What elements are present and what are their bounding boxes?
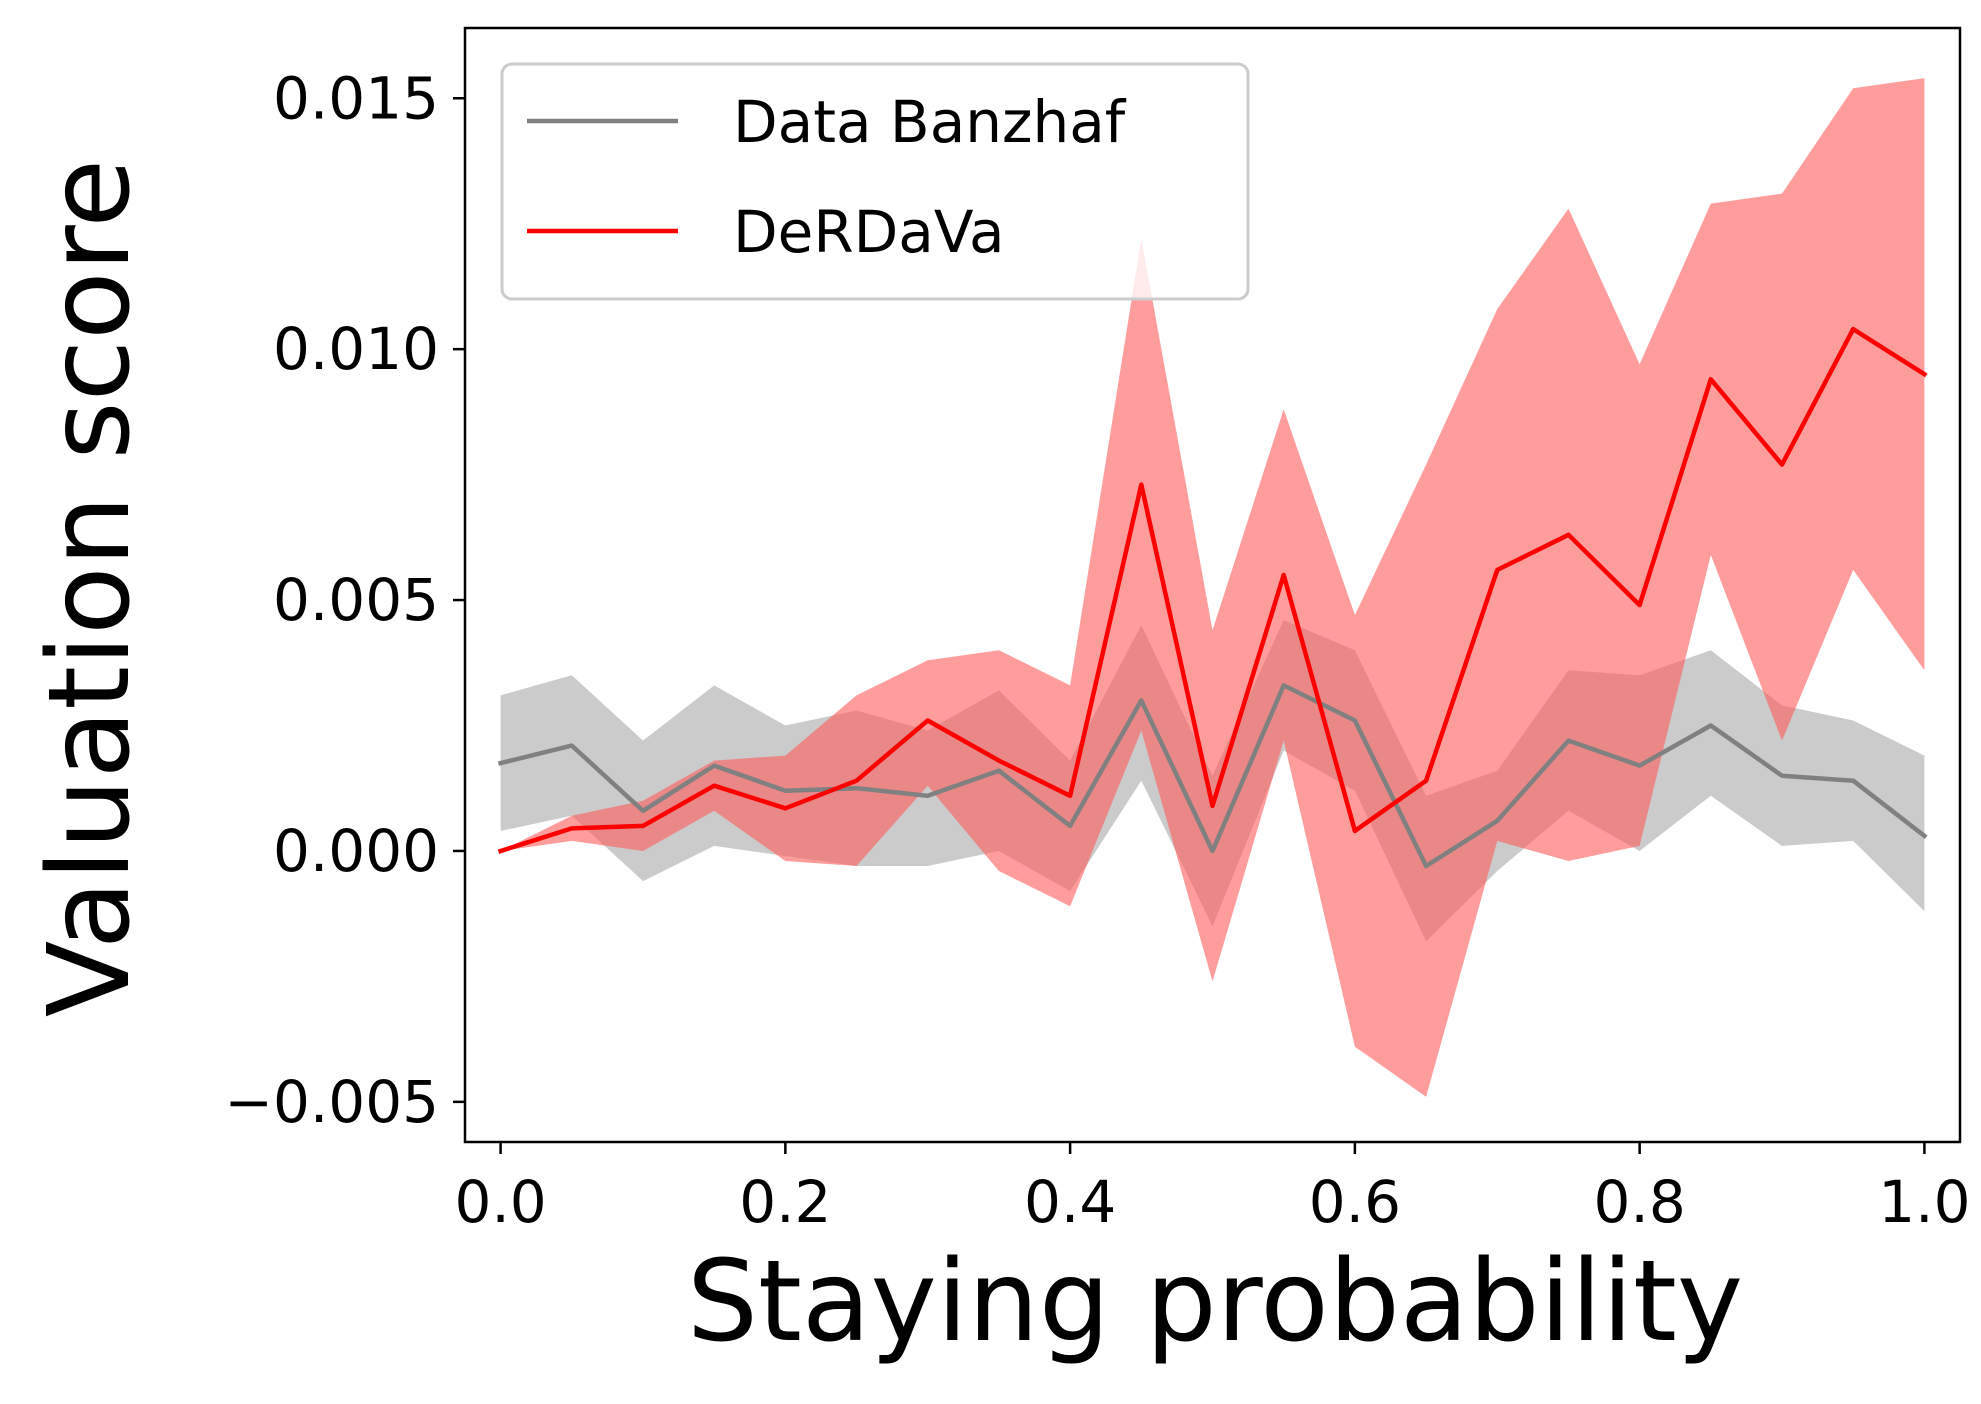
legend-label-1: DeRDaVa <box>733 198 1005 266</box>
x-tick-label: 0.8 <box>1594 1168 1686 1236</box>
series-line-0 <box>497 683 1928 869</box>
confidence-band-1 <box>500 78 1925 1097</box>
series-line-1 <box>497 326 1928 854</box>
legend-label-0: Data Banzhaf <box>733 88 1127 156</box>
y-tick-label: 0.000 <box>273 817 439 885</box>
x-axis-title: Staying probability <box>687 1237 1743 1367</box>
axes-frame <box>463 26 1962 1144</box>
x-tick-label: 0.0 <box>454 1168 546 1236</box>
x-tick-label: 0.4 <box>1024 1168 1116 1236</box>
y-tick-label: 0.010 <box>273 315 439 383</box>
legend-frame <box>500 62 1250 301</box>
axes: 0.0 0.2 0.4 0.6 0.8 1.0 −0.005 0.000 0.005 0.010 0… <box>224 26 1971 1236</box>
plot-area <box>497 78 1928 1097</box>
legend: Data Banzhaf DeRDaVa <box>500 62 1250 301</box>
x-tick-label: 1.0 <box>1878 1168 1970 1236</box>
y-axis-title: Valuation score <box>25 159 155 1017</box>
y-tick-label: 0.005 <box>273 566 439 634</box>
y-tick-label: −0.005 <box>224 1068 439 1136</box>
x-tick-label: 0.2 <box>739 1168 831 1236</box>
x-tick-label: 0.6 <box>1309 1168 1401 1236</box>
y-tick-label: 0.015 <box>273 64 439 132</box>
